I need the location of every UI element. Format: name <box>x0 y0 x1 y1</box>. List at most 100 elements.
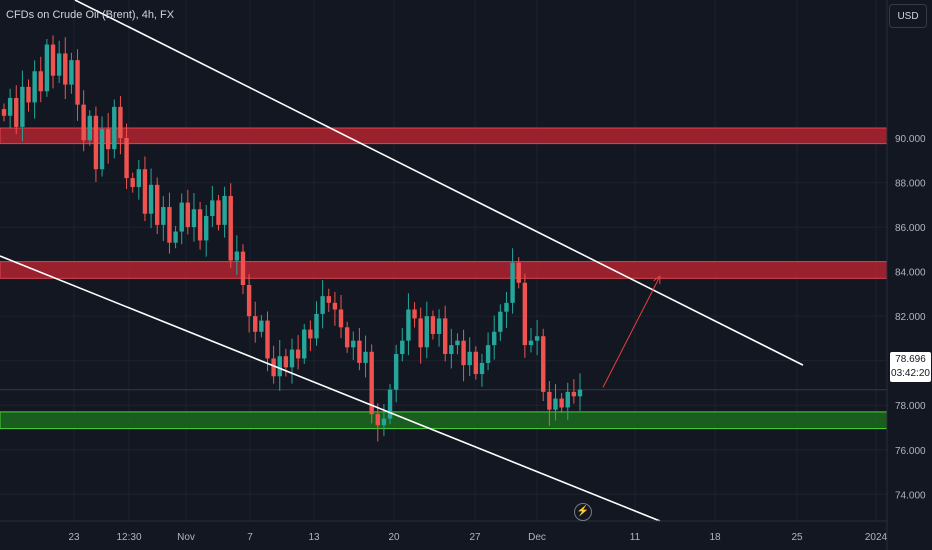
candle-body <box>467 351 472 366</box>
candle-body <box>161 207 166 225</box>
candle-body <box>479 362 485 375</box>
candle-body <box>93 115 99 170</box>
candle-body <box>240 251 246 285</box>
candle-body <box>142 169 148 214</box>
candle-body <box>148 184 154 214</box>
candle-body <box>473 351 479 375</box>
candle-body <box>418 318 423 348</box>
candle-body <box>14 97 19 127</box>
time-axis: 23 12:30 Nov 7 13 20 27 Dec 11 18 25 2024 <box>68 532 887 543</box>
candle-body <box>222 195 227 225</box>
candle-body <box>210 200 215 216</box>
candle-body <box>112 106 117 150</box>
time-tick-label: 18 <box>709 532 721 543</box>
candle-body <box>179 202 184 232</box>
candle-body <box>308 329 313 339</box>
candle-body <box>344 327 350 348</box>
candle-body <box>87 115 92 141</box>
time-tick-label: 20 <box>388 532 400 543</box>
candle-body <box>295 349 301 359</box>
candle-body <box>69 60 74 85</box>
candle-body <box>130 178 135 188</box>
candle-body <box>314 313 319 339</box>
candle-body <box>289 349 295 368</box>
price-tick-label: 90.000 <box>895 134 926 145</box>
time-tick-label: 23 <box>68 532 80 543</box>
currency-button[interactable]: USD <box>889 4 927 28</box>
price-tick-label: 76.000 <box>895 446 926 457</box>
candle-body <box>259 320 264 332</box>
candle-body <box>56 53 62 76</box>
candle-body <box>430 316 436 334</box>
candle-body <box>351 340 356 348</box>
candle-body <box>32 71 37 103</box>
time-tick-label: 13 <box>308 532 320 543</box>
candle-body <box>234 251 240 261</box>
candle-body <box>302 329 307 359</box>
candle-body <box>7 97 13 116</box>
candle-body <box>504 302 509 312</box>
candle-body <box>577 389 583 397</box>
trend-lines-layer <box>0 0 804 522</box>
candle-body <box>498 311 503 332</box>
projection-arrow-head <box>653 275 661 285</box>
candle-body <box>571 391 577 397</box>
candle-body <box>320 296 325 314</box>
candle-body <box>265 320 270 359</box>
bar-countdown: 03:42:20 <box>891 368 930 379</box>
candle-body <box>485 345 491 363</box>
price-tick-label: 82.000 <box>895 312 926 323</box>
candle-body <box>253 316 258 332</box>
candle-body <box>173 231 178 243</box>
projection-arrow-line <box>602 275 661 388</box>
candle-body <box>541 336 546 392</box>
candle-body <box>381 418 387 426</box>
candle-body <box>412 309 417 319</box>
candle-body <box>363 351 368 363</box>
candle-body <box>81 104 86 141</box>
candle-body <box>75 60 80 105</box>
candle-body <box>375 414 380 426</box>
candle-body <box>357 340 362 363</box>
candle-body <box>326 296 331 303</box>
candle-body <box>553 398 558 410</box>
candle-body <box>424 316 430 348</box>
time-tick-label: 2024 <box>865 532 888 543</box>
candle-body <box>522 282 528 346</box>
candle-body <box>534 336 540 341</box>
candle-body <box>277 356 282 377</box>
zone-resistance-upper <box>0 127 888 145</box>
price-tick-label: 88.000 <box>895 179 926 190</box>
candle-body <box>136 169 142 188</box>
candle-body <box>38 71 43 92</box>
lightning-icon[interactable]: ⚡ <box>574 503 592 521</box>
channel-lower <box>0 255 661 522</box>
candle-body <box>99 129 105 170</box>
candle-body <box>436 318 442 334</box>
candle-body <box>271 358 276 377</box>
last-price: 78.696 <box>895 354 926 365</box>
zone-support <box>0 411 888 430</box>
candle-body <box>283 356 289 368</box>
candle-body <box>393 354 399 390</box>
last-price-tag: 78.696 03:42:20 <box>890 352 931 382</box>
channel-upper <box>74 0 804 366</box>
price-tick-label: 86.000 <box>895 223 926 234</box>
candle-body <box>167 207 172 243</box>
candle-body <box>510 262 515 303</box>
chart-title: CFDs on Crude Oil (Brent), 4h, FX <box>6 9 175 21</box>
candle-body <box>406 309 411 341</box>
candle-body <box>63 53 68 85</box>
candle-body <box>387 389 393 419</box>
time-tick-label: 12:30 <box>116 532 141 543</box>
price-tick-label: 74.000 <box>895 490 926 501</box>
candle-body <box>528 340 534 346</box>
time-tick-label: 7 <box>247 532 253 543</box>
candle-body <box>216 200 221 225</box>
price-axis: 74.00076.00078.00080.00082.00084.00086.0… <box>895 134 926 501</box>
candle-body <box>154 184 160 225</box>
candle-body <box>332 302 338 310</box>
candle-body <box>547 391 552 410</box>
candle-body <box>400 340 405 355</box>
